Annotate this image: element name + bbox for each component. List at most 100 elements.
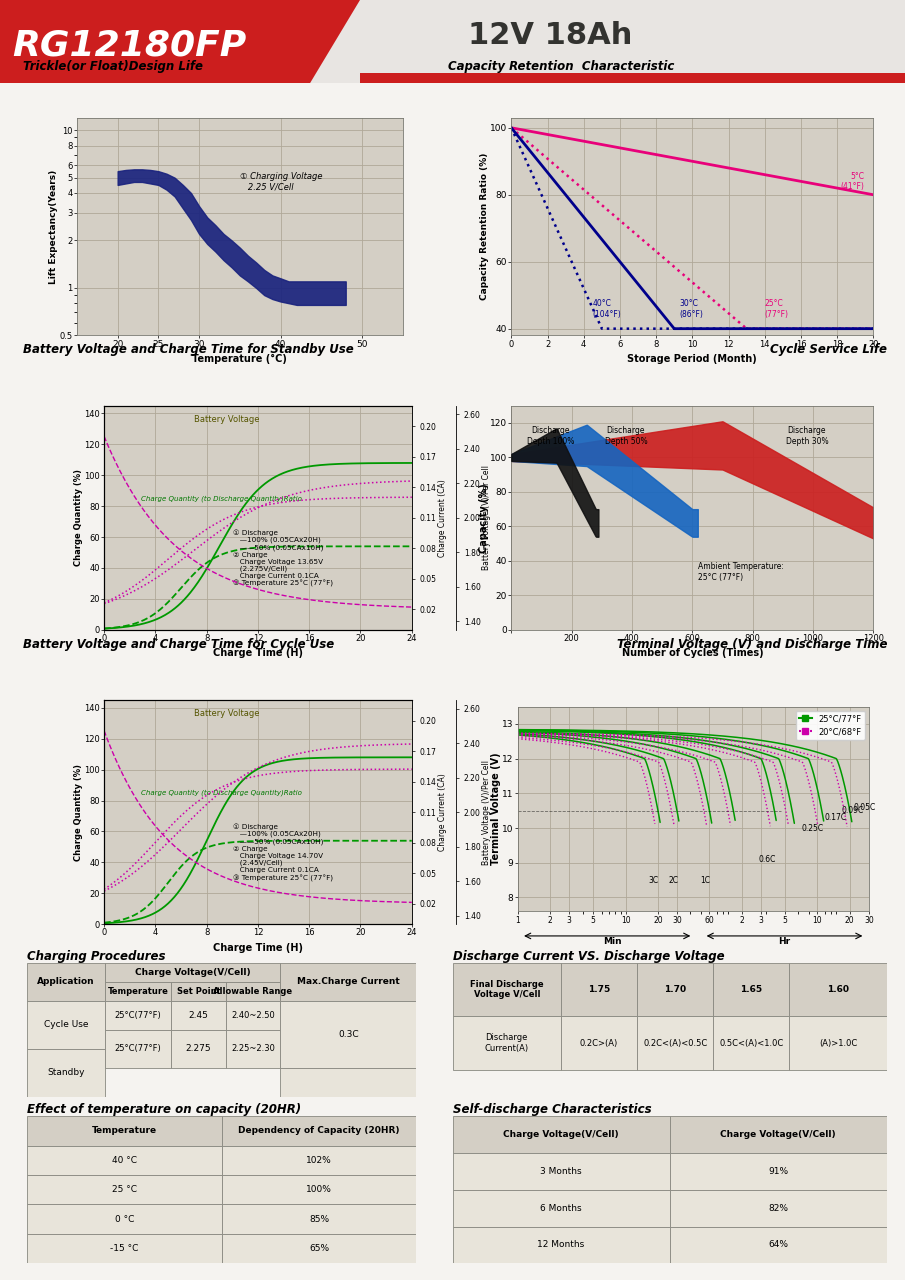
Text: 6 Months: 6 Months: [540, 1203, 582, 1212]
Text: Battery Voltage and Charge Time for Cycle Use: Battery Voltage and Charge Time for Cycl…: [24, 637, 335, 650]
Text: 12 Months: 12 Months: [538, 1240, 585, 1249]
Text: 0.2C<(A)<0.5C: 0.2C<(A)<0.5C: [643, 1038, 707, 1048]
Y-axis label: Capacity Retention Ratio (%): Capacity Retention Ratio (%): [480, 152, 489, 301]
Text: Temperature: Temperature: [92, 1126, 157, 1135]
X-axis label: Charge Time (H): Charge Time (H): [213, 649, 303, 658]
Bar: [789, 1016, 887, 1070]
Text: Max.Charge Current: Max.Charge Current: [297, 977, 400, 987]
Text: ① Discharge
   —100% (0.05CAx20H)
   ——50% (0.05CAx10H)
② Charge
   Charge Volta: ① Discharge —100% (0.05CAx20H) ——50% (0.…: [233, 823, 333, 882]
Text: Cycle Use: Cycle Use: [43, 1020, 89, 1029]
Bar: [713, 1016, 789, 1070]
Text: Trickle(or Float)Design Life: Trickle(or Float)Design Life: [24, 60, 204, 73]
Text: Battery Voltage: Battery Voltage: [195, 415, 260, 424]
Text: ① Discharge
   —100% (0.05CAx20H)
   ——50% (0.05CAx10H)
② Charge
   Charge Volta: ① Discharge —100% (0.05CAx20H) ——50% (0.…: [233, 529, 333, 588]
Y-axis label: Battery Voltage (V)/Per Cell: Battery Voltage (V)/Per Cell: [482, 465, 491, 571]
Bar: [171, 1029, 225, 1068]
Bar: [670, 1153, 887, 1189]
Text: 2C: 2C: [669, 877, 679, 886]
Text: 64%: 64%: [768, 1240, 788, 1249]
Text: 2.275: 2.275: [186, 1044, 211, 1053]
X-axis label: Charge Time (H): Charge Time (H): [213, 943, 303, 952]
Bar: [105, 963, 281, 982]
Text: 1C: 1C: [700, 877, 710, 886]
Text: Temperature: Temperature: [108, 987, 168, 996]
Text: Min: Min: [603, 937, 622, 946]
Bar: [561, 1016, 637, 1070]
Text: 3C: 3C: [648, 877, 658, 886]
Bar: [27, 1001, 105, 1048]
Bar: [225, 1029, 281, 1068]
Bar: [27, 1204, 222, 1234]
Bar: [222, 1116, 416, 1146]
Text: Dependency of Capacity (20HR): Dependency of Capacity (20HR): [238, 1126, 400, 1135]
Text: 5°C
(41°F): 5°C (41°F): [841, 172, 864, 192]
Text: 0.17C: 0.17C: [824, 813, 847, 822]
Text: 82%: 82%: [768, 1203, 788, 1212]
Bar: [171, 1001, 225, 1029]
Y-axis label: Charge Quantity (%): Charge Quantity (%): [74, 470, 82, 566]
Text: 40°C
(104°F): 40°C (104°F): [593, 300, 622, 319]
Bar: [452, 1153, 670, 1189]
Bar: [225, 1001, 281, 1029]
Y-axis label: Charge Quantity (%): Charge Quantity (%): [74, 764, 82, 860]
Bar: [789, 963, 887, 1016]
Bar: [27, 1048, 105, 1097]
Bar: [225, 982, 281, 1001]
Text: Allowable Range: Allowable Range: [214, 987, 292, 996]
Text: Set Point: Set Point: [176, 987, 220, 996]
Bar: [27, 1146, 222, 1175]
Text: 85%: 85%: [309, 1215, 329, 1224]
Y-axis label: Capacity (%): Capacity (%): [479, 483, 489, 553]
Text: 3 Months: 3 Months: [540, 1167, 582, 1176]
Bar: [222, 1175, 416, 1204]
Bar: [27, 963, 105, 1001]
Bar: [670, 1116, 887, 1153]
Text: 30°C
(86°F): 30°C (86°F): [680, 300, 703, 319]
Text: Charge Quantity (to Discharge Quantity)Ratio: Charge Quantity (to Discharge Quantity)R…: [140, 790, 301, 796]
Text: Battery Voltage and Charge Time for Standby Use: Battery Voltage and Charge Time for Stan…: [24, 343, 354, 356]
Text: Final Discharge
Voltage V/Cell: Final Discharge Voltage V/Cell: [470, 979, 544, 1000]
Bar: [452, 1226, 670, 1263]
Bar: [637, 963, 713, 1016]
Text: 0 °C: 0 °C: [115, 1215, 134, 1224]
Bar: [670, 1226, 887, 1263]
Text: Charge Voltage(V/Cell): Charge Voltage(V/Cell): [135, 968, 251, 977]
Text: Discharge Current VS. Discharge Voltage: Discharge Current VS. Discharge Voltage: [452, 950, 724, 963]
Bar: [105, 1029, 171, 1068]
Text: 0.05C: 0.05C: [853, 803, 876, 812]
Text: 0.6C: 0.6C: [758, 855, 776, 864]
X-axis label: Temperature (°C): Temperature (°C): [193, 355, 287, 365]
X-axis label: Storage Period (Month): Storage Period (Month): [627, 355, 757, 364]
Text: Effect of temperature on capacity (20HR): Effect of temperature on capacity (20HR): [27, 1103, 301, 1116]
Bar: [281, 1068, 416, 1097]
Text: Ambient Temperature:
25°C (77°F): Ambient Temperature: 25°C (77°F): [699, 562, 785, 581]
Y-axis label: Charge Current (CA): Charge Current (CA): [438, 479, 447, 557]
Y-axis label: Battery Voltage (V)/Per Cell: Battery Voltage (V)/Per Cell: [482, 759, 491, 865]
Text: 100%: 100%: [306, 1185, 332, 1194]
Bar: [27, 1175, 222, 1204]
Text: Standby: Standby: [47, 1069, 85, 1078]
Bar: [281, 1001, 416, 1068]
Bar: [452, 1116, 670, 1153]
Bar: [281, 963, 416, 1001]
Text: Battery Voltage: Battery Voltage: [195, 709, 260, 718]
Text: Discharge
Depth 30%: Discharge Depth 30%: [786, 426, 828, 445]
Text: Hr: Hr: [778, 937, 791, 946]
X-axis label: Number of Cycles (Times): Number of Cycles (Times): [622, 649, 763, 658]
Text: Discharge
Depth 50%: Discharge Depth 50%: [605, 426, 647, 445]
Bar: [713, 963, 789, 1016]
Text: RG12180FP: RG12180FP: [12, 28, 246, 63]
Bar: [105, 982, 171, 1001]
Text: 0.09C: 0.09C: [842, 806, 863, 815]
Text: 102%: 102%: [306, 1156, 332, 1165]
Text: 1.70: 1.70: [664, 984, 686, 995]
Text: 0.5C<(A)<1.0C: 0.5C<(A)<1.0C: [719, 1038, 783, 1048]
Text: Capacity Retention  Characteristic: Capacity Retention Characteristic: [448, 60, 674, 73]
Text: 65%: 65%: [309, 1244, 329, 1253]
Bar: [27, 1116, 222, 1146]
Text: Charge Quantity (to Discharge Quantity)Ratio: Charge Quantity (to Discharge Quantity)R…: [140, 495, 301, 502]
Text: Terminal Voltage (V) and Discharge Time: Terminal Voltage (V) and Discharge Time: [616, 637, 887, 650]
Bar: [171, 982, 225, 1001]
Text: 25°C(77°F): 25°C(77°F): [115, 1044, 161, 1053]
Legend: 25°C/77°F, 20°C/68°F: 25°C/77°F, 20°C/68°F: [795, 710, 864, 740]
